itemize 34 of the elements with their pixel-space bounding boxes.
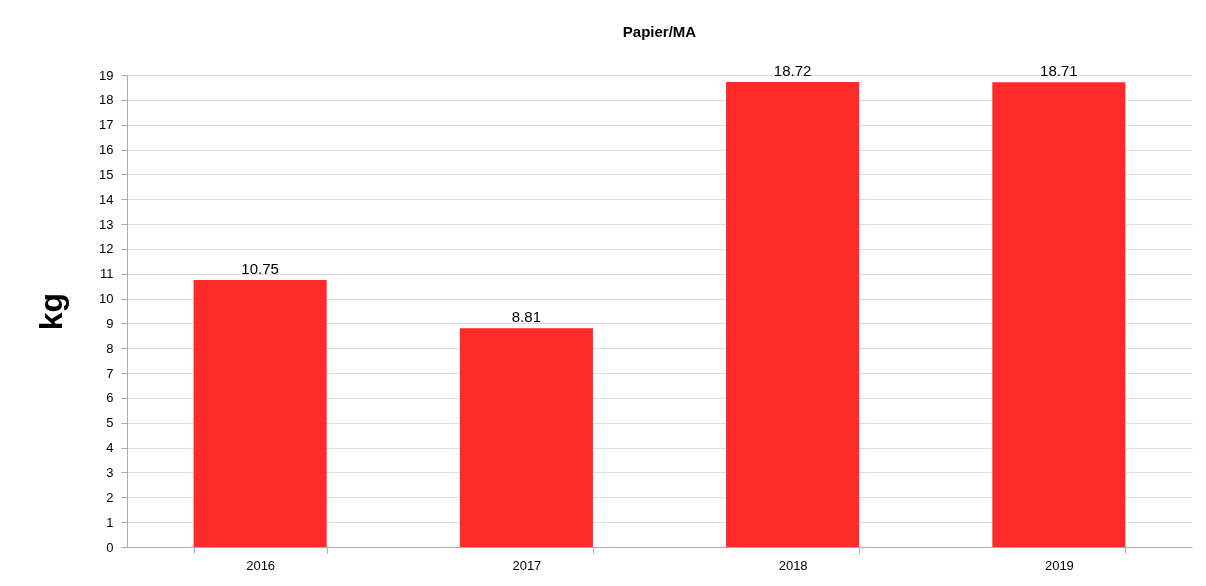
- y-tick-label: 5: [106, 415, 114, 431]
- y-tick-label: 1: [106, 514, 114, 530]
- y-tick-label: 18: [99, 92, 114, 108]
- y-tick-label: 6: [106, 390, 114, 406]
- y-tick-label: 12: [99, 241, 114, 257]
- y-tick-label: 3: [106, 464, 114, 480]
- y-tick-label: 0: [106, 539, 114, 555]
- y-tick-label: 8: [106, 340, 114, 356]
- y-tick-label: 17: [99, 117, 114, 133]
- bar: [193, 279, 327, 547]
- x-tick-label: 2018: [778, 557, 808, 573]
- chart-title: Papier/MA: [622, 22, 697, 40]
- y-tick-label: 14: [99, 191, 114, 207]
- bar: [459, 328, 593, 547]
- y-tick-label: 11: [100, 266, 114, 282]
- y-tick-label: 7: [106, 365, 114, 381]
- y-tick-label: 15: [99, 166, 114, 182]
- y-axis-title: kg: [33, 292, 70, 331]
- x-tick-label: 2017: [512, 557, 542, 573]
- y-tick-label: 16: [99, 142, 114, 158]
- y-tick-label: 4: [106, 440, 114, 456]
- data-label: 18.72: [773, 61, 812, 79]
- data-label: 10.75: [241, 259, 279, 277]
- x-tick-label: 2019: [1044, 557, 1074, 573]
- x-tick-label: 2016: [246, 557, 276, 573]
- y-tick-label: 19: [99, 67, 114, 83]
- bar: [726, 81, 860, 547]
- data-label: 8.81: [511, 308, 541, 326]
- y-tick-label: 9: [106, 315, 114, 331]
- bar: [992, 82, 1126, 547]
- y-tick-label: 13: [99, 216, 114, 232]
- y-tick-label: 2: [106, 489, 114, 505]
- y-tick-label: 10: [99, 291, 114, 307]
- data-label: 18.71: [1040, 62, 1078, 80]
